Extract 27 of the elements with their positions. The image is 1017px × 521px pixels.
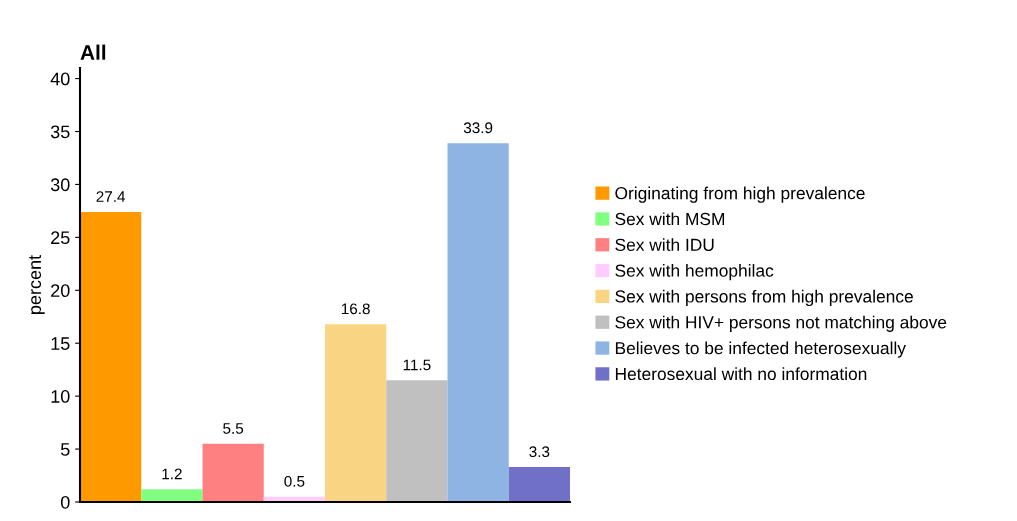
data-label: 11.5 [403,359,431,371]
data-label: 0.5 [284,475,305,487]
legend-label: Believes to be infected heterosexually [615,341,906,358]
data-label: 33.9 [463,122,493,134]
y-tick-label: 5 [60,443,70,456]
y-tick-label: 40 [50,72,70,86]
y-tick-label: 10 [51,390,70,403]
data-label: 5.5 [223,423,244,434]
legend-label: Sex with IDU [615,238,714,251]
legend-label: Sex with hemophilac [615,264,774,281]
y-tick-label: 0 [60,495,70,509]
y-tick-label: 25 [51,231,70,245]
data-label: 1.2 [162,468,182,480]
legend-label: Sex with persons from high prevalence [615,289,913,307]
data-label: 27.4 [96,191,126,202]
y-tick-label: 30 [50,178,70,192]
legend-label: Sex with MSM [615,212,725,226]
legend-label: Originating from high prevalence [615,186,865,203]
y-tick-label: 15 [51,337,70,350]
y-axis-title: percent [29,255,45,314]
data-label: 16.8 [341,303,370,315]
y-tick-label: 35 [50,125,70,139]
data-label: 3.3 [529,446,550,458]
y-tick-label: 20 [51,284,70,298]
chart-title: All [80,44,106,60]
legend-label: Sex with HIV+ persons not matching above [615,315,947,332]
legend-label: Heterosexual with no information [615,367,867,381]
